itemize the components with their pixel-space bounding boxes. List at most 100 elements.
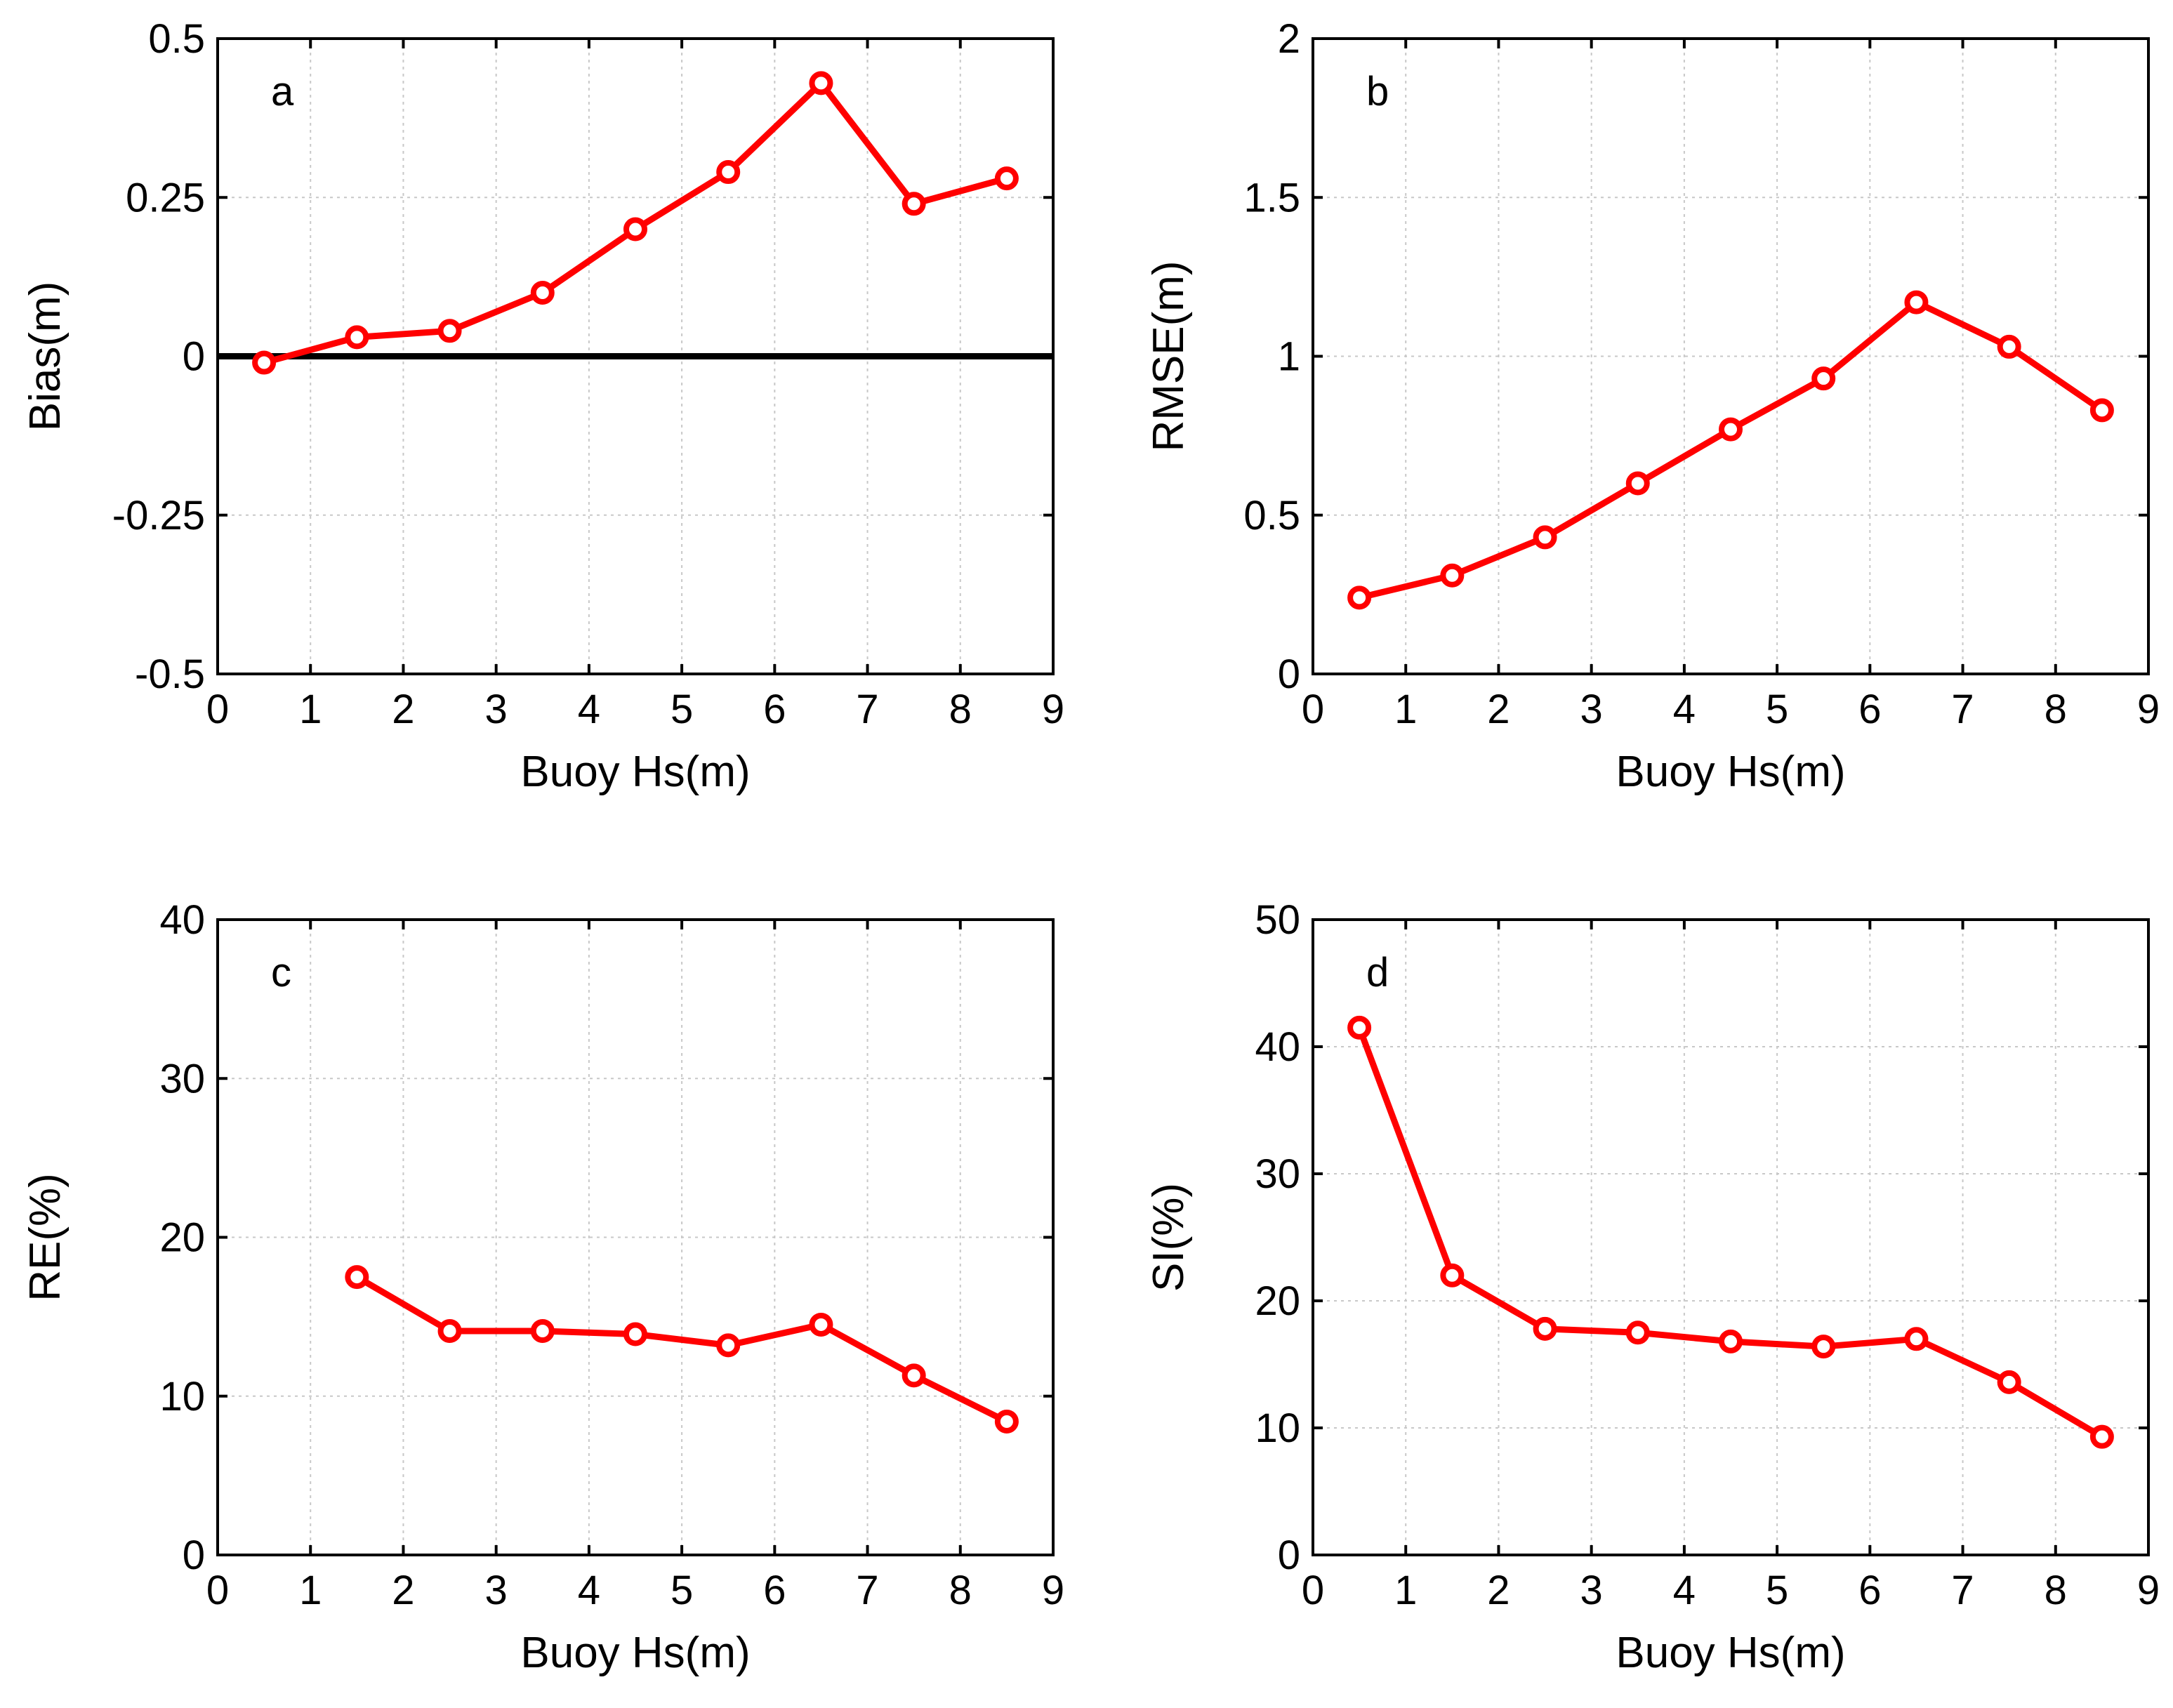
panel-d-ytick-label-5: 50 (1255, 897, 1300, 943)
panel-d-tag: d (1366, 950, 1389, 995)
panel-a-xtick-label-3: 3 (485, 687, 508, 732)
panel-d-ytick-label-3: 30 (1255, 1151, 1300, 1197)
panel-b-point-6 (1904, 290, 1929, 315)
panel-b-xtick-label-9: 9 (2137, 687, 2160, 732)
panel-c-point-1 (437, 1318, 462, 1343)
panel-d-point-2 (1533, 1316, 1557, 1341)
panel-c-xtick-label-0: 0 (206, 1568, 229, 1613)
panel-b-ytick-label-1: 0.5 (1243, 493, 1300, 538)
panel-c-xtick-label-5: 5 (671, 1568, 693, 1613)
panel-d: 0 1 2 3 4 5 6 7 8 9 0 10 20 30 40 50 Buoy Hs(m) SI(%) d (1144, 897, 2160, 1677)
panel-d-xtick-label-3: 3 (1580, 1568, 1603, 1613)
panel-a-ytick-label-2: 0 (183, 334, 205, 380)
panel-a-ytick-label-4: 0.5 (148, 16, 205, 62)
panel-a-ytick-label-0: -0.5 (135, 651, 205, 697)
panel-b-point-3 (1625, 471, 1650, 496)
panel-c-point-4 (716, 1333, 741, 1358)
panel-a-point-8 (994, 166, 1019, 191)
panel-a-xlabel: Buoy Hs(m) (520, 748, 750, 796)
panel-c-xtick-label-2: 2 (392, 1568, 414, 1613)
panel-c-point-2 (530, 1318, 555, 1343)
panel-d-xlabel: Buoy Hs(m) (1616, 1629, 1845, 1677)
panel-b-ytick-label-3: 1.5 (1243, 175, 1300, 220)
panel-d-xtick-label-5: 5 (1766, 1568, 1788, 1613)
panel-b-point-2 (1533, 525, 1557, 550)
panel-d-xtick-label-7: 7 (1951, 1568, 1974, 1613)
panel-d-point-5 (1811, 1335, 1836, 1359)
panel-b-xtick-label-6: 6 (1858, 687, 1881, 732)
panel-c-point-0 (345, 1265, 369, 1290)
panel-c-xtick-label-9: 9 (1042, 1568, 1064, 1613)
panel-c-tag: c (271, 950, 291, 995)
panel-b-series-line (1356, 299, 2106, 601)
panel-b-point-0 (1347, 585, 1372, 610)
panel-b-xtick-label-1: 1 (1394, 687, 1417, 732)
panel-c-ytick-label-0: 0 (183, 1532, 205, 1578)
panel-b-point-1 (1440, 563, 1465, 588)
panel-d-point-4 (1719, 1329, 1743, 1353)
panel-d-ytick-label-1: 10 (1255, 1405, 1300, 1451)
panel-c-frame (216, 918, 1055, 1556)
panel-b-xtick-label-3: 3 (1580, 687, 1603, 732)
panel-b-ylabel: RMSE(m) (1144, 260, 1193, 451)
panel-c-xtick-label-3: 3 (485, 1568, 508, 1613)
panel-d-point-3 (1625, 1320, 1650, 1345)
panel-b-point-5 (1811, 366, 1836, 391)
panel-c-point-7 (994, 1409, 1019, 1434)
panel-d-point-6 (1904, 1327, 1929, 1351)
panel-c-ytick-label-1: 10 (159, 1374, 205, 1419)
panel-a-ytick-label-3: 0.25 (126, 175, 205, 220)
panel-d-point-0 (1347, 1015, 1372, 1040)
panel-d-ylabel: SI(%) (1144, 1183, 1193, 1292)
panel-a-tag: a (271, 69, 294, 114)
panel-b-point-4 (1719, 417, 1743, 442)
panel-a: 0 1 2 3 4 5 6 7 8 9 -0.5 -0.25 0 0.25 0.5 Buoy Hs(m) Bia… (21, 16, 1064, 796)
panel-c-series-line (353, 1273, 1010, 1425)
panel-d-xtick-label-0: 0 (1302, 1568, 1324, 1613)
panel-c-xtick-label-6: 6 (763, 1568, 786, 1613)
panel-d-xtick-label-1: 1 (1394, 1568, 1417, 1613)
panel-c-ytick-label-2: 20 (159, 1215, 205, 1261)
panel-d-ytick-label-4: 40 (1255, 1024, 1300, 1070)
panel-a-xtick-label-4: 4 (578, 687, 600, 732)
panel-c-ytick-label-4: 40 (159, 897, 205, 943)
panel-a-xtick-label-6: 6 (763, 687, 786, 732)
panel-a-xtick-label-2: 2 (392, 687, 414, 732)
panel-a-xtick-label-0: 0 (206, 687, 229, 732)
panel-b-tag: b (1366, 69, 1389, 114)
panel-d-point-8 (2089, 1424, 2114, 1449)
panel-c-xtick-label-4: 4 (578, 1568, 600, 1613)
panel-b-point-7 (1997, 334, 2021, 359)
panel-a-point-7 (901, 192, 926, 216)
panel-b-ytick-label-0: 0 (1278, 651, 1300, 697)
panel-a-point-2 (437, 319, 462, 343)
panel-d-xtick-label-6: 6 (1858, 1568, 1881, 1613)
panel-a-ylabel: Bias(m) (21, 282, 70, 432)
panel-d-point-1 (1440, 1263, 1465, 1287)
panel-a-point-1 (345, 325, 369, 350)
panel-a-point-6 (809, 71, 833, 95)
panel-d-xtick-label-2: 2 (1487, 1568, 1510, 1613)
panel-b-xtick-label-5: 5 (1766, 687, 1788, 732)
panel-b-frame (1312, 37, 2150, 675)
panel-a-xtick-label-1: 1 (299, 687, 322, 732)
panel-b-xtick-label-2: 2 (1487, 687, 1510, 732)
panel-c-xtick-label-1: 1 (299, 1568, 322, 1613)
panel-a-xtick-label-5: 5 (671, 687, 693, 732)
panel-c-xtick-label-8: 8 (949, 1568, 972, 1613)
panel-b-xtick-label-7: 7 (1951, 687, 1974, 732)
panel-c-ylabel: RE(%) (21, 1173, 70, 1302)
panel-a-xtick-label-8: 8 (949, 687, 972, 732)
panel-b: 0 1 2 3 4 5 6 7 8 9 0 0.5 1 1.5 2 Buoy Hs(m) RMSE(m) b (1144, 16, 2160, 796)
panel-a-point-4 (623, 217, 647, 241)
panel-a-xtick-label-9: 9 (1042, 687, 1064, 732)
panel-b-xtick-label-0: 0 (1302, 687, 1324, 732)
panel-a-point-5 (716, 160, 741, 185)
panel-c-xlabel: Buoy Hs(m) (520, 1629, 750, 1677)
panel-a-ytick-label-1: -0.25 (112, 493, 205, 538)
panel-d-xtick-label-8: 8 (2045, 1568, 2067, 1613)
panel-d-series-line (1356, 1024, 2106, 1441)
panel-d-xtick-label-4: 4 (1673, 1568, 1696, 1613)
panel-c-xtick-label-7: 7 (856, 1568, 878, 1613)
